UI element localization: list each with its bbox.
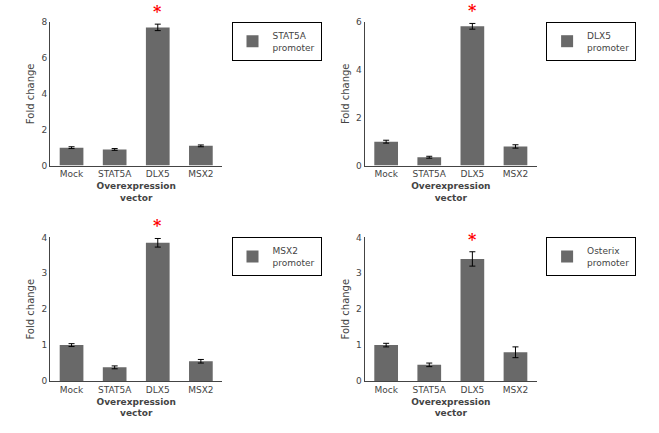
svg-text:Mock: Mock bbox=[374, 169, 398, 179]
svg-text:Fold change: Fold change bbox=[25, 63, 36, 124]
svg-text:Fold change: Fold change bbox=[340, 279, 351, 340]
svg-text:STAT5Apromoter: STAT5Apromoter bbox=[273, 31, 315, 53]
svg-text:8: 8 bbox=[41, 17, 47, 27]
svg-text:2: 2 bbox=[41, 125, 47, 135]
svg-text:1: 1 bbox=[41, 340, 47, 350]
svg-text:*: * bbox=[468, 1, 477, 20]
svg-text:Mock: Mock bbox=[60, 385, 84, 395]
svg-text:2: 2 bbox=[356, 304, 362, 314]
svg-text:4: 4 bbox=[41, 89, 47, 99]
svg-text:DLX5: DLX5 bbox=[460, 385, 484, 395]
svg-text:DLX5: DLX5 bbox=[460, 169, 484, 179]
svg-text:*: * bbox=[468, 230, 477, 249]
svg-text:MSX2: MSX2 bbox=[188, 385, 213, 395]
svg-text:STAT5A: STAT5A bbox=[413, 385, 447, 395]
svg-text:0: 0 bbox=[41, 376, 47, 386]
svg-text:6: 6 bbox=[41, 53, 47, 63]
svg-text:3: 3 bbox=[356, 268, 362, 278]
svg-text:3: 3 bbox=[41, 268, 47, 278]
svg-text:Mock: Mock bbox=[60, 169, 84, 179]
svg-text:4: 4 bbox=[356, 65, 362, 75]
svg-text:Overexpressionvector: Overexpressionvector bbox=[97, 181, 176, 203]
svg-text:MSX2: MSX2 bbox=[188, 169, 213, 179]
svg-text:Overexpressionvector: Overexpressionvector bbox=[97, 397, 176, 419]
svg-text:*: * bbox=[153, 2, 162, 21]
svg-text:1: 1 bbox=[356, 340, 362, 350]
svg-text:DLX5promoter: DLX5promoter bbox=[587, 31, 629, 53]
svg-text:MSX2: MSX2 bbox=[503, 169, 528, 179]
svg-text:Fold change: Fold change bbox=[340, 63, 351, 124]
svg-text:*: * bbox=[153, 216, 162, 235]
svg-text:0: 0 bbox=[41, 161, 47, 171]
svg-text:Mock: Mock bbox=[374, 385, 398, 395]
svg-text:DLX5: DLX5 bbox=[146, 385, 170, 395]
svg-text:STAT5A: STAT5A bbox=[98, 169, 132, 179]
svg-text:Overexpressionvector: Overexpressionvector bbox=[411, 397, 490, 419]
svg-text:MSX2promoter: MSX2promoter bbox=[273, 246, 315, 268]
svg-text:6: 6 bbox=[356, 17, 362, 27]
svg-text:STAT5A: STAT5A bbox=[413, 169, 447, 179]
svg-text:0: 0 bbox=[356, 161, 362, 171]
svg-text:Overexpressionvector: Overexpressionvector bbox=[411, 181, 490, 203]
svg-text:0: 0 bbox=[356, 376, 362, 386]
svg-text:DLX5: DLX5 bbox=[146, 169, 170, 179]
svg-text:4: 4 bbox=[356, 233, 362, 243]
svg-text:Osterixpromoter: Osterixpromoter bbox=[587, 246, 629, 268]
svg-text:4: 4 bbox=[41, 233, 47, 243]
svg-text:STAT5A: STAT5A bbox=[98, 385, 132, 395]
svg-text:2: 2 bbox=[41, 304, 47, 314]
svg-text:2: 2 bbox=[356, 113, 362, 123]
svg-text:Fold change: Fold change bbox=[25, 279, 36, 340]
svg-text:MSX2: MSX2 bbox=[503, 385, 528, 395]
